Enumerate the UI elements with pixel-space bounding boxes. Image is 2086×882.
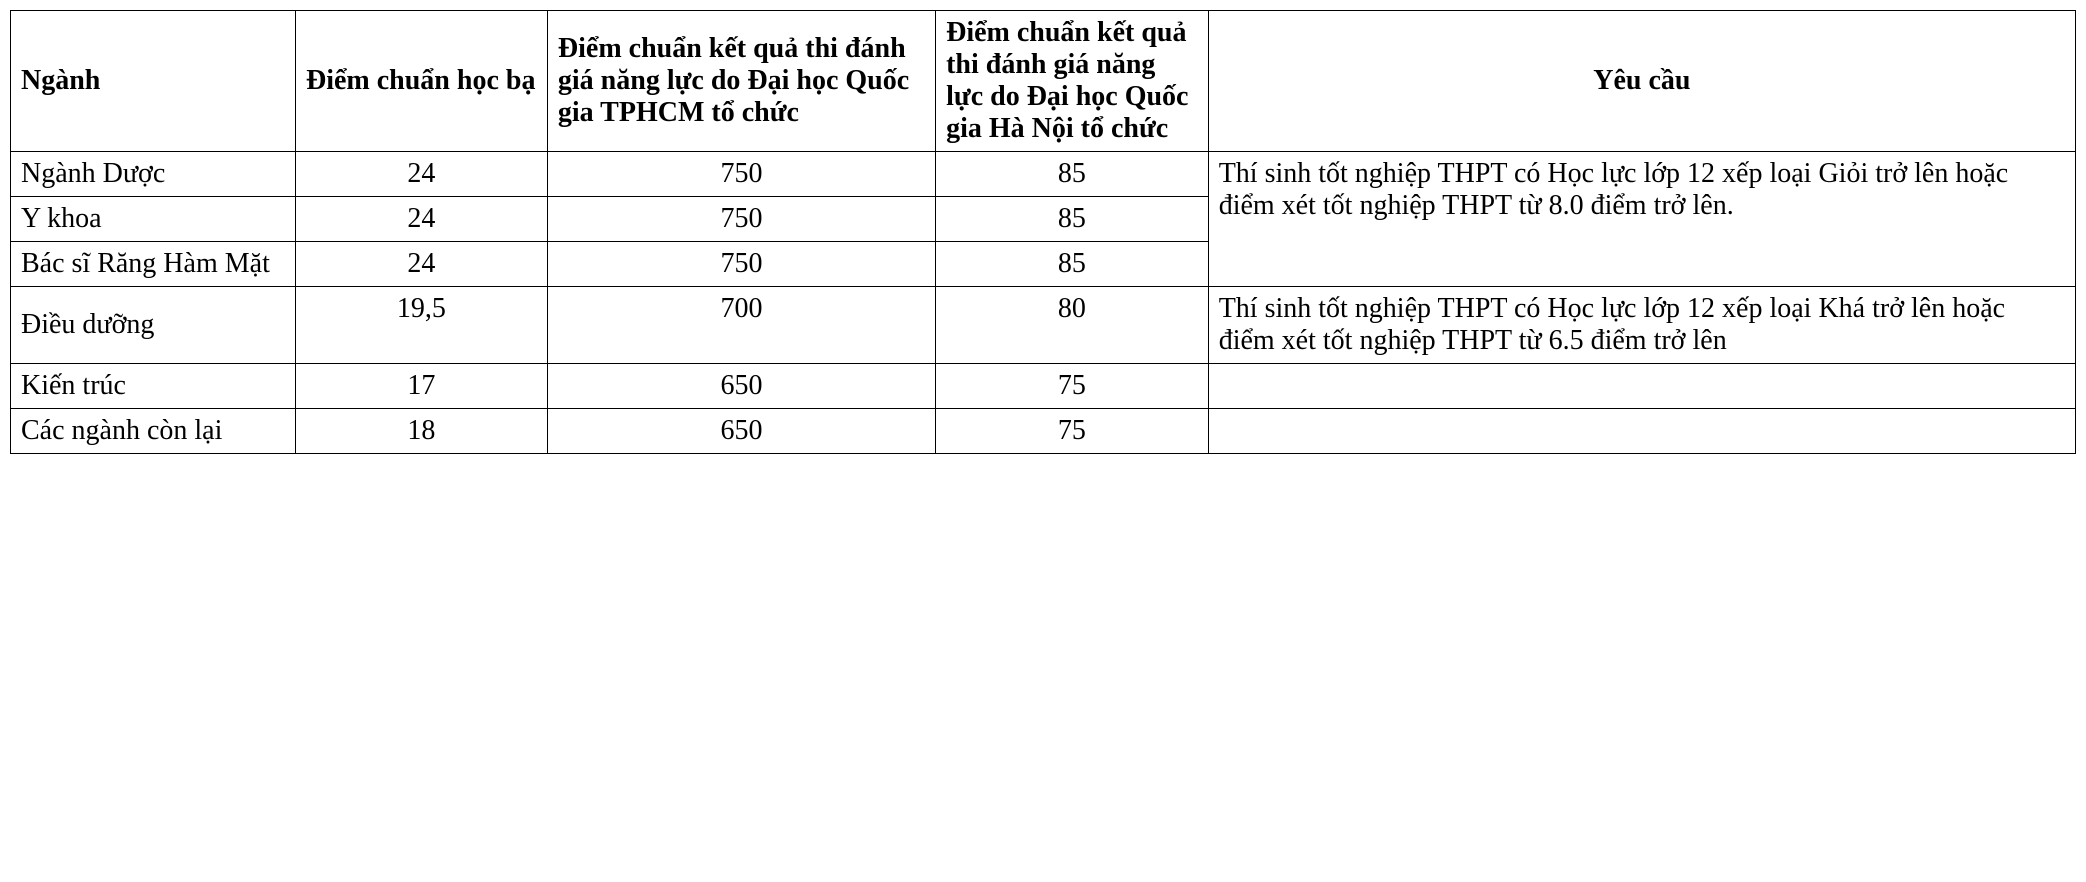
cell-hocba: 24 [295, 197, 547, 242]
cell-yeucau: Thí sinh tốt nghiệp THPT có Học lực lớp … [1208, 287, 2075, 364]
cell-hocba: 19,5 [295, 287, 547, 364]
cell-hcm: 750 [547, 242, 935, 287]
cell-hn: 75 [936, 409, 1209, 454]
cell-yeucau [1208, 364, 2075, 409]
table-row: Ngành Dược 24 750 85 Thí sinh tốt nghiệp… [11, 152, 2076, 197]
col-header-yeucau: Yêu cầu [1208, 11, 2075, 152]
col-header-hcm: Điểm chuẩn kết quả thi đánh giá năng lực… [547, 11, 935, 152]
cell-hcm: 650 [547, 364, 935, 409]
table-header-row: Ngành Điểm chuẩn học bạ Điểm chuẩn kết q… [11, 11, 2076, 152]
cell-hcm: 700 [547, 287, 935, 364]
table-row: Điều dưỡng 19,5 700 80 Thí sinh tốt nghi… [11, 287, 2076, 364]
cell-hocba: 17 [295, 364, 547, 409]
cell-hcm: 650 [547, 409, 935, 454]
col-header-hn: Điểm chuẩn kết quả thi đánh giá năng lực… [936, 11, 1209, 152]
col-header-hocba: Điểm chuẩn học bạ [295, 11, 547, 152]
cell-nganh: Các ngành còn lại [11, 409, 296, 454]
table-row: Các ngành còn lại 18 650 75 [11, 409, 2076, 454]
cell-hcm: 750 [547, 152, 935, 197]
admission-scores-table: Ngành Điểm chuẩn học bạ Điểm chuẩn kết q… [10, 10, 2076, 454]
cell-nganh: Ngành Dược [11, 152, 296, 197]
col-header-nganh: Ngành [11, 11, 296, 152]
cell-yeucau: Thí sinh tốt nghiệp THPT có Học lực lớp … [1208, 152, 2075, 287]
cell-hn: 80 [936, 287, 1209, 364]
cell-hocba: 18 [295, 409, 547, 454]
cell-hcm: 750 [547, 197, 935, 242]
cell-yeucau [1208, 409, 2075, 454]
cell-nganh: Kiến trúc [11, 364, 296, 409]
cell-hocba: 24 [295, 242, 547, 287]
table-row: Kiến trúc 17 650 75 [11, 364, 2076, 409]
cell-nganh: Y khoa [11, 197, 296, 242]
cell-hn: 75 [936, 364, 1209, 409]
cell-hn: 85 [936, 152, 1209, 197]
cell-hn: 85 [936, 242, 1209, 287]
cell-nganh: Bác sĩ Răng Hàm Mặt [11, 242, 296, 287]
cell-hocba: 24 [295, 152, 547, 197]
cell-nganh: Điều dưỡng [11, 287, 296, 364]
cell-hn: 85 [936, 197, 1209, 242]
